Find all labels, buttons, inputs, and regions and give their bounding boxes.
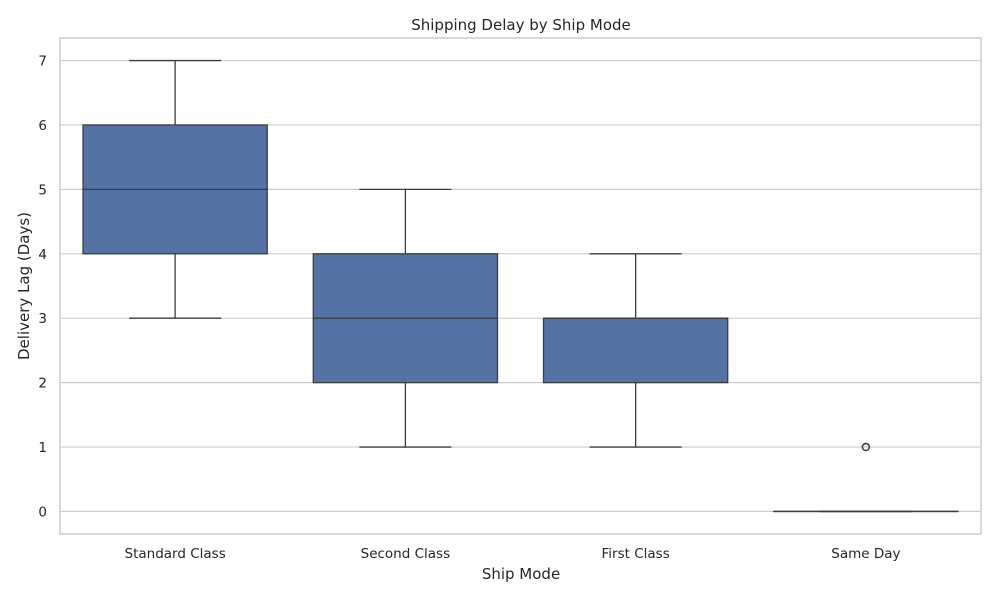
box-group-1 xyxy=(312,188,499,448)
outlier-point-3-0 xyxy=(861,442,871,452)
chart-title: Shipping Delay by Ship Mode xyxy=(411,16,631,34)
x-axis-label: Ship Mode xyxy=(482,565,560,583)
y-tick-label-4: 4 xyxy=(38,247,47,263)
boxes xyxy=(82,59,959,513)
y-tick-label-3: 3 xyxy=(38,311,47,327)
box-group-2 xyxy=(542,253,729,448)
plot-frame xyxy=(59,37,982,535)
x-tick-label-2: First Class xyxy=(602,546,670,562)
y-tick-label-2: 2 xyxy=(38,376,47,392)
x-tick-label-3: Same Day xyxy=(831,546,900,562)
box-group-0 xyxy=(82,59,268,319)
y-tick-label-5: 5 xyxy=(38,182,47,198)
x-tick-label-1: Second Class xyxy=(361,546,451,562)
y-tick-label-6: 6 xyxy=(38,118,47,134)
y-axis-label: Delivery Lag (Days) xyxy=(15,212,33,360)
box-2 xyxy=(542,317,729,384)
y-tick-labels: 0 1 2 3 4 5 6 7 xyxy=(38,54,47,521)
box-group-3 xyxy=(773,442,959,513)
y-tick-label-7: 7 xyxy=(38,54,47,70)
x-tick-label-0: Standard Class xyxy=(125,546,226,562)
x-tick-labels: Standard Class Second Class First Class Sam… xyxy=(125,546,901,562)
y-tick-label-0: 0 xyxy=(38,504,47,520)
y-tick-label-1: 1 xyxy=(38,440,47,456)
